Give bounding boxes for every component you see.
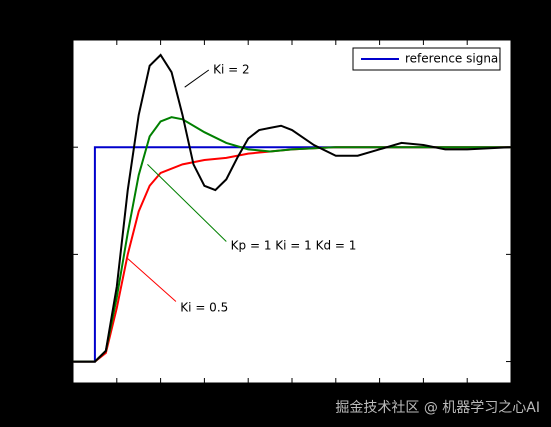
annotation-pointer (184, 69, 210, 88)
annotation: Ki = 0.5 (180, 300, 228, 314)
series-line (73, 53, 512, 363)
legend-label: reference signal (405, 52, 502, 66)
x-tick-label: 0 (69, 387, 77, 401)
x-tick-label: 2 (113, 387, 121, 401)
x-tick-label: 18 (460, 387, 475, 401)
y-tick-label: 0.5 (49, 247, 68, 261)
x-tick-label: 8 (244, 387, 252, 401)
x-tick-label: 6 (201, 387, 209, 401)
legend-box (352, 47, 501, 71)
y-tick-label: 1 (60, 140, 68, 154)
x-tick-label: 14 (372, 387, 387, 401)
annotation: Ki = 2 (213, 63, 250, 77)
x-tick-label: 12 (328, 387, 343, 401)
watermark: 掘金技术社区 @ 机器学习之心AI (335, 400, 540, 416)
x-tick-label: 16 (416, 387, 431, 401)
series-line (73, 116, 511, 363)
annotation: Kp = 1 Ki = 1 Kd = 1 (231, 238, 357, 252)
x-tick-label: 20 (503, 387, 518, 401)
y-tick-label: 1.5 (49, 33, 68, 47)
x-tick-label: 10 (284, 387, 299, 401)
annotation-pointer (147, 163, 227, 242)
y-tick-label: 0 (60, 354, 68, 368)
x-tick-label: 4 (157, 387, 165, 401)
plot-area (72, 39, 512, 384)
annotation-pointer (127, 258, 177, 302)
